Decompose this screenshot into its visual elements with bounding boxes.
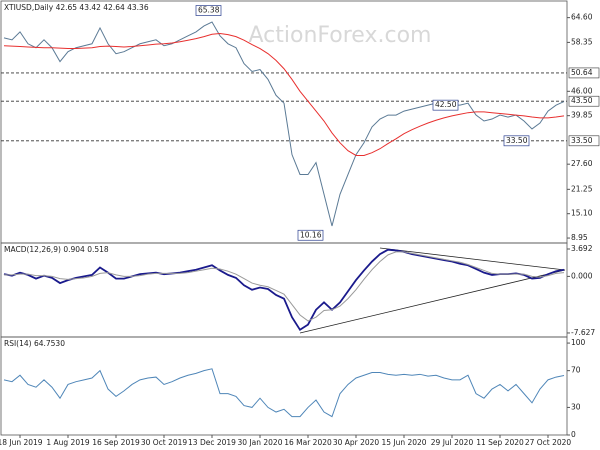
x-tick-label: 27 Oct 2020 xyxy=(525,438,572,447)
y-tick-label: 0 xyxy=(571,430,576,439)
y-tick-label: 0.000 xyxy=(571,271,593,280)
annotation-box xyxy=(432,99,459,111)
trend-line xyxy=(379,247,566,271)
y-tick-label: 64.60 xyxy=(571,13,593,22)
level-label: 33.50 xyxy=(571,136,593,145)
x-tick-label: 29 Jul 2020 xyxy=(431,438,474,447)
level-box xyxy=(568,67,600,79)
x-tick-label: 16 Sep 2019 xyxy=(92,438,140,447)
x-tick-label: 30 Apr 2020 xyxy=(333,438,380,447)
annotation-label: 42.50 xyxy=(435,100,457,109)
y-tick-label: 70 xyxy=(571,366,581,375)
x-tick-label: 15 Jun 2020 xyxy=(381,438,426,447)
level-box xyxy=(568,95,600,107)
level-box xyxy=(568,135,600,147)
y-tick-label: 30 xyxy=(571,402,581,411)
y-tick-label: 21.25 xyxy=(571,184,593,193)
x-tick-label: 1 Aug 2019 xyxy=(46,438,89,447)
level-label: 50.64 xyxy=(571,68,593,77)
series-line xyxy=(3,32,565,156)
y-tick-label: 3.692 xyxy=(571,244,593,253)
x-tick-label: 30 Jan 2020 xyxy=(238,438,283,447)
annotation-label: 65.38 xyxy=(198,6,220,15)
y-tick-label: 46.00 xyxy=(571,86,593,95)
y-tick-label: 27.60 xyxy=(571,159,593,168)
level-label: 43.50 xyxy=(571,96,593,105)
x-tick-label: 30 Oct 2019 xyxy=(141,438,188,447)
x-tick-label: 11 Sep 2020 xyxy=(476,438,524,447)
series-line xyxy=(4,251,565,322)
annotation-box xyxy=(503,135,530,147)
rsi-title: RSI(14) 64.7530 xyxy=(4,339,65,348)
annotation-label: 10.16 xyxy=(300,230,322,239)
y-tick-label: 58.35 xyxy=(571,37,593,46)
y-tick-label: 39.85 xyxy=(571,111,593,120)
macd-title: MACD(12,26,9) 0.904 0.518 xyxy=(4,245,109,254)
series-line xyxy=(3,248,565,332)
x-tick-label: 13 Dec 2019 xyxy=(188,438,236,447)
y-tick-label: -7.627 xyxy=(571,328,595,337)
x-tick-label: 16 Mar 2020 xyxy=(284,438,332,447)
annotation-box xyxy=(297,229,324,241)
series-line xyxy=(3,21,565,227)
series-line xyxy=(3,368,565,418)
annotation-box xyxy=(195,5,222,16)
annotation-label: 33.50 xyxy=(506,136,528,145)
chart-title: XTIUSD,Daily 42.65 43.42 42.64 43.36 xyxy=(4,3,149,12)
watermark: ActionForex.com xyxy=(249,23,432,48)
trend-line xyxy=(299,269,566,334)
y-tick-label: 100 xyxy=(571,338,586,347)
y-tick-label: 15.10 xyxy=(571,209,593,218)
y-tick-label: 8.95 xyxy=(571,233,588,242)
rsi-panel xyxy=(0,336,568,436)
x-tick-label: 18 Jun 2019 xyxy=(0,438,43,447)
